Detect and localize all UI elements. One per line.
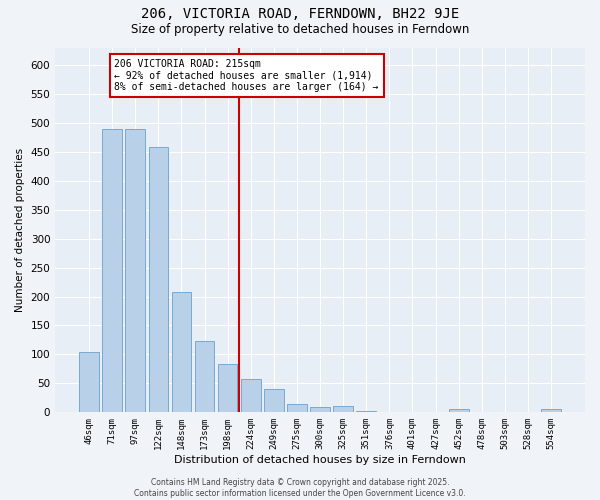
Bar — [218, 364, 238, 412]
X-axis label: Distribution of detached houses by size in Ferndown: Distribution of detached houses by size … — [174, 455, 466, 465]
Bar — [103, 128, 122, 412]
Bar — [287, 404, 307, 412]
Bar — [541, 410, 561, 412]
Text: 206 VICTORIA ROAD: 215sqm
← 92% of detached houses are smaller (1,914)
8% of sem: 206 VICTORIA ROAD: 215sqm ← 92% of detac… — [115, 59, 379, 92]
Text: 206, VICTORIA ROAD, FERNDOWN, BH22 9JE: 206, VICTORIA ROAD, FERNDOWN, BH22 9JE — [141, 8, 459, 22]
Text: Contains HM Land Registry data © Crown copyright and database right 2025.
Contai: Contains HM Land Registry data © Crown c… — [134, 478, 466, 498]
Bar — [125, 128, 145, 412]
Bar — [241, 380, 260, 412]
Bar — [356, 411, 376, 412]
Bar — [149, 147, 168, 412]
Bar — [449, 410, 469, 412]
Y-axis label: Number of detached properties: Number of detached properties — [15, 148, 25, 312]
Bar — [334, 406, 353, 412]
Bar — [79, 352, 99, 412]
Text: Size of property relative to detached houses in Ferndown: Size of property relative to detached ho… — [131, 22, 469, 36]
Bar — [264, 389, 284, 412]
Bar — [310, 407, 330, 412]
Bar — [195, 341, 214, 412]
Bar — [172, 292, 191, 412]
